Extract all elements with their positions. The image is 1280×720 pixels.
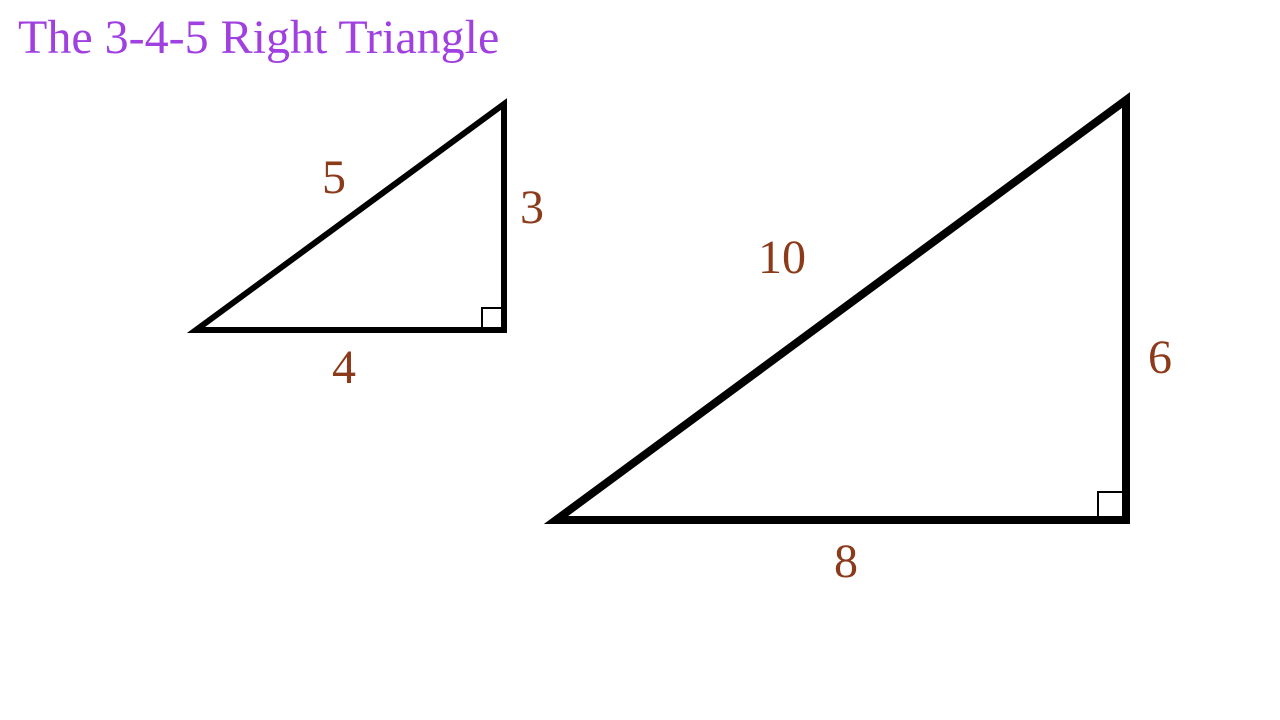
label-base-1: 4 — [332, 340, 356, 395]
triangle-large-right-angle — [1098, 492, 1126, 520]
triangle-small — [196, 104, 504, 330]
label-base-2: 8 — [834, 534, 858, 589]
diagram-canvas — [0, 0, 1280, 720]
triangle-small-right-angle — [482, 308, 504, 330]
label-vertical-1: 3 — [520, 180, 544, 235]
label-hypotenuse-1: 5 — [322, 150, 346, 205]
triangle-small-shape — [196, 104, 504, 330]
label-vertical-2: 6 — [1148, 330, 1172, 385]
triangle-large — [556, 100, 1126, 520]
label-hypotenuse-2: 10 — [758, 230, 806, 285]
triangle-large-shape — [556, 100, 1126, 520]
